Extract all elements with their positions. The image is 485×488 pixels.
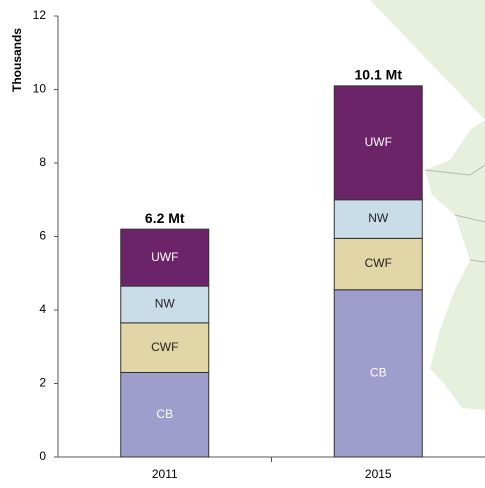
y-tick-label: 6 [39, 229, 46, 243]
y-tick-label: 2 [39, 376, 46, 390]
y-tick-label: 4 [39, 302, 46, 316]
x-tick-label: 2015 [365, 467, 392, 481]
total-label: 10.1 Mt [355, 67, 403, 83]
segment-label: CB [156, 407, 173, 421]
segment-label: CB [370, 366, 387, 380]
y-axis-title: Thousands [10, 28, 24, 92]
total-label: 6.2 Mt [145, 210, 185, 226]
chart: Thousands 0 2 4 6 8 10 12 2011 CB CWF NW UWF 6.2 Mt 2… [0, 0, 485, 483]
segment-label: UWF [151, 250, 178, 264]
y-tick-label: 12 [33, 8, 47, 22]
y-tick-label: 8 [39, 155, 46, 169]
segment-label: CWF [365, 256, 392, 270]
y-tick-label: 0 [39, 449, 46, 463]
segment-label: UWF [365, 135, 392, 149]
segment-label: CWF [151, 340, 178, 354]
y-tick-label: 10 [33, 82, 47, 96]
segment-label: NW [368, 211, 389, 225]
segment-label: NW [155, 297, 176, 311]
x-tick-label: 2011 [152, 467, 178, 481]
